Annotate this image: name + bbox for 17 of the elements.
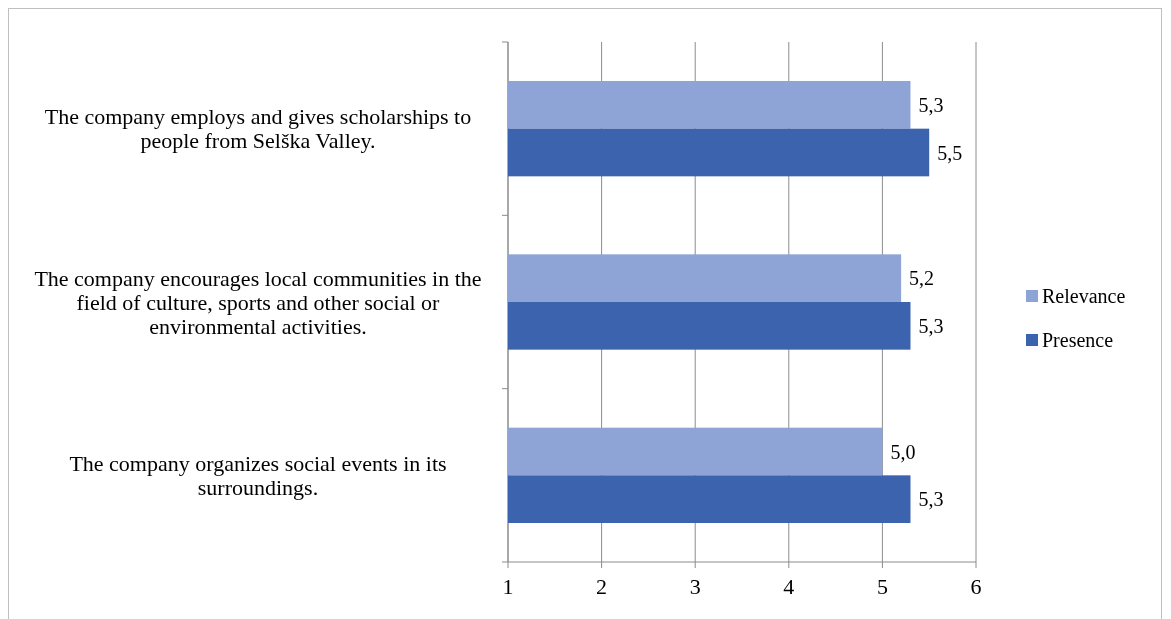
x-tick-label: 6: [970, 574, 982, 599]
data-label: 5,3: [918, 488, 944, 511]
data-label: 5,5: [937, 141, 963, 164]
x-tick-label: 2: [596, 574, 608, 599]
x-tick-label: 5: [876, 574, 888, 599]
data-label: 5,3: [918, 93, 944, 116]
data-label: 5,3: [918, 314, 944, 337]
data-label: 5,0: [890, 440, 916, 463]
y-tick-label: The company employs and gives scholarships to people from Selška Valley.: [44, 104, 472, 154]
data-label: 5,2: [909, 267, 935, 290]
y-tick-label: The company encourages local communities in the field of culture, sports and other social or environmental activities.: [34, 265, 482, 339]
x-tick-label: 4: [783, 574, 795, 599]
y-tick-label: The company organizes social events in its surroundings.: [69, 450, 447, 500]
legend-label: Presence: [1042, 329, 1114, 351]
x-tick-label: 3: [689, 574, 701, 599]
legend-label: Relevance: [1042, 285, 1126, 307]
x-tick-label: 1: [502, 574, 514, 599]
